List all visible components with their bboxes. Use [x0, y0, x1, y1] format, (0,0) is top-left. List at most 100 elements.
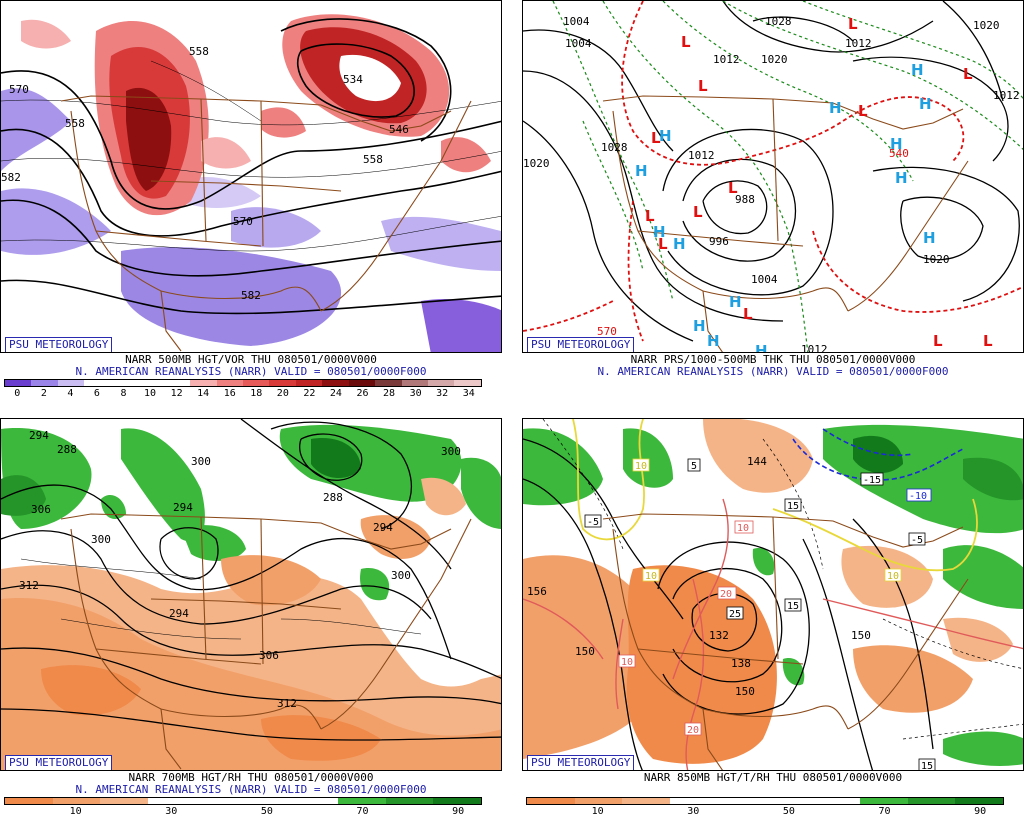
temperature-label: 10	[887, 571, 899, 582]
map-subtitle: N. AMERICAN REANALYSIS (NARR) VALID = 08…	[75, 365, 427, 378]
high-pressure-marker: H	[693, 317, 706, 335]
map-title: NARR 850MB HGT/T/RH THU 080501/0000V000	[643, 771, 903, 784]
colorbar-swatch	[955, 798, 1003, 804]
low-pressure-marker: L	[933, 332, 943, 350]
contour-label: 558	[189, 45, 209, 58]
contour-label: 988	[735, 193, 755, 206]
colorbar-ticks: 0 2 4 6 8 10 12 14 16 18 20 22 24 26 28 30 32 34	[4, 388, 482, 400]
colorbar-ticks: 10 30 50 70 90	[4, 806, 482, 818]
high-pressure-marker: H	[635, 162, 648, 180]
low-pressure-marker: L	[743, 305, 753, 323]
contour-label: 558	[363, 153, 383, 166]
contour-label: 1004	[751, 273, 778, 286]
contour-label: 1012	[713, 53, 740, 66]
high-pressure-marker: H	[895, 169, 908, 187]
contour-label: 300	[441, 445, 461, 458]
psu-meteorology-tag: PSU METEOROLOGY	[527, 755, 635, 770]
temperature-label: 20	[720, 589, 732, 600]
colorbar-tick-label: 6	[93, 388, 100, 399]
colorbar-swatch	[338, 798, 386, 804]
temperature-label: 25	[729, 609, 741, 620]
colorbar-tick-label: 26	[356, 388, 369, 399]
colorbar-tick-label: 24	[329, 388, 342, 399]
colorbar-swatch	[242, 798, 291, 804]
high-pressure-marker: H	[707, 332, 720, 350]
map-frame: 558 570 558 534 546 558 570 582 582 PSU …	[0, 0, 502, 353]
high-pressure-marker: H	[653, 223, 666, 241]
colorbar-swatch	[401, 380, 428, 386]
map-frame: 144 150 138 132 150 156 150 -5 5 10 15 2…	[522, 418, 1024, 771]
contour-label: 300	[391, 569, 411, 582]
colorbar-tick-label: 2	[40, 388, 47, 399]
panel-500mb-vorticity: 558 570 558 534 546 558 570 582 582 PSU …	[0, 0, 502, 401]
map-subtitle: N. AMERICAN REANALYSIS (NARR) VALID = 08…	[597, 365, 949, 378]
colorbar-tick-label: 20	[276, 388, 289, 399]
colorbar	[4, 379, 482, 387]
temperature-label: 10	[635, 461, 647, 472]
colorbar-swatch	[163, 380, 191, 386]
colorbar-swatch	[907, 798, 956, 804]
high-pressure-marker: H	[755, 342, 768, 353]
contour-label: 150	[851, 629, 871, 642]
colorbar-swatch	[5, 380, 32, 386]
colorbar	[4, 797, 482, 805]
colorbar-swatch	[622, 798, 670, 804]
colorbar-tick-label: 90	[452, 806, 465, 817]
contour-label: 306	[259, 649, 279, 662]
contour-label: 312	[277, 697, 297, 710]
rh700-map: 288 294 300 306 300 294 288 294 300 312 …	[1, 419, 501, 770]
contour-label: 1020	[973, 19, 1000, 32]
colorbar-swatch	[812, 798, 861, 804]
colorbar-tick-label: 50	[260, 806, 273, 817]
colorbar-swatch	[190, 380, 217, 386]
colorbar-tick-label: 30	[409, 388, 422, 399]
high-pressure-marker: H	[673, 235, 686, 253]
temperature-label: 5	[691, 461, 697, 472]
colorbar-tick-label: 4	[67, 388, 74, 399]
colorbar-swatch	[290, 798, 339, 804]
contour-label: 570	[597, 325, 617, 338]
contour-label: 546	[389, 123, 409, 136]
colorbar-swatch	[454, 380, 481, 386]
colorbar-swatch	[242, 380, 270, 386]
low-pressure-marker: L	[698, 77, 708, 95]
contour-label: 1012	[993, 89, 1020, 102]
temperature-label: -5	[911, 535, 923, 546]
colorbar-swatch	[195, 798, 243, 804]
contour-label: 1020	[761, 53, 788, 66]
map-title: NARR 500MB HGT/VOR THU 080501/0000V000	[125, 353, 377, 366]
colorbar-tick-label: 30	[687, 806, 700, 817]
low-pressure-marker: L	[693, 203, 703, 221]
colorbar-swatch	[269, 380, 296, 386]
colorbar-swatch	[295, 380, 323, 386]
high-pressure-marker: H	[729, 293, 742, 311]
high-pressure-marker: H	[923, 229, 936, 247]
low-pressure-marker: L	[858, 102, 868, 120]
map-title: NARR 700MB HGT/RH THU 080501/0000V000	[128, 771, 374, 784]
contour-label: 312	[19, 579, 39, 592]
temperature-label: -10	[909, 491, 927, 502]
temperature-label: -15	[863, 475, 881, 486]
map-frame: L L L L L L L L L L L L L H H H H H H H	[522, 0, 1024, 353]
contour-label: 582	[1, 171, 21, 184]
colorbar-tick-label: 32	[436, 388, 449, 399]
contour-label: 300	[191, 455, 211, 468]
contour-label: 1004	[563, 15, 590, 28]
contour-label: 150	[735, 685, 755, 698]
pressure-map: L L L L L L L L L L L L L H H H H H H H	[523, 1, 1023, 353]
colorbar-swatch	[52, 798, 101, 804]
contour-label: 294	[373, 521, 393, 534]
panel-700mb-rh: 288 294 300 306 300 294 288 294 300 312 …	[0, 418, 502, 819]
panel-850mb-temperature: 144 150 138 132 150 156 150 -5 5 10 15 2…	[522, 418, 1024, 819]
colorbar-swatch	[375, 380, 402, 386]
high-pressure-marker: H	[659, 127, 672, 145]
contour-label: 288	[57, 443, 77, 456]
vorticity-map: 558 570 558 534 546 558 570 582 582	[1, 1, 501, 352]
temperature-label: -5	[587, 517, 599, 528]
colorbar-tick-label: 50	[782, 806, 795, 817]
colorbar-swatch	[57, 380, 85, 386]
low-pressure-marker: L	[728, 179, 738, 197]
colorbar-swatch	[428, 380, 455, 386]
colorbar-swatch	[385, 798, 434, 804]
contour-label: 1012	[688, 149, 715, 162]
